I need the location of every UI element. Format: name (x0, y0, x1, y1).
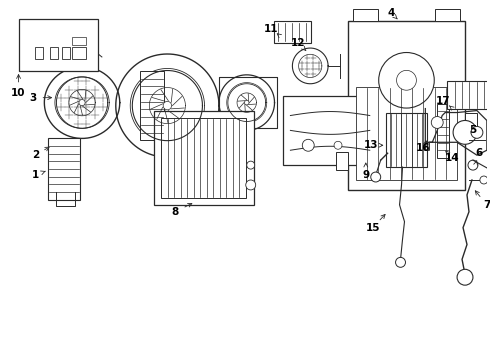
Bar (336, 152, 348, 170)
Circle shape (379, 53, 434, 108)
Circle shape (246, 180, 256, 190)
Circle shape (371, 172, 381, 182)
Bar (447, 81, 490, 109)
Text: 7: 7 (483, 200, 490, 210)
Circle shape (245, 100, 249, 105)
Text: 4: 4 (388, 8, 395, 18)
Bar (140, 71, 165, 140)
Circle shape (79, 99, 85, 106)
Text: 13: 13 (364, 140, 378, 150)
Bar (283, 96, 378, 165)
Circle shape (247, 161, 255, 169)
Bar (154, 111, 254, 205)
Circle shape (480, 176, 488, 184)
Text: 16: 16 (416, 143, 431, 153)
Bar (348, 21, 465, 190)
Text: 3: 3 (29, 93, 36, 103)
Circle shape (431, 117, 443, 129)
Text: 15: 15 (366, 222, 380, 233)
Circle shape (471, 126, 483, 138)
Bar (50, 47, 58, 59)
Text: 12: 12 (291, 38, 306, 48)
Text: 6: 6 (475, 148, 483, 158)
Circle shape (396, 70, 416, 90)
Bar (35, 47, 43, 59)
Bar (435, 9, 460, 21)
Bar (353, 9, 378, 21)
Bar (437, 104, 449, 158)
Text: 8: 8 (172, 207, 179, 217)
Bar (49, 138, 80, 200)
Circle shape (334, 141, 342, 149)
Circle shape (302, 139, 314, 151)
Circle shape (163, 102, 172, 110)
Bar (356, 87, 457, 180)
Text: 11: 11 (264, 24, 279, 34)
Circle shape (457, 269, 473, 285)
Circle shape (468, 160, 478, 170)
Text: 1: 1 (32, 170, 39, 180)
Bar (273, 21, 311, 43)
Circle shape (453, 121, 477, 144)
Bar (72, 47, 86, 59)
Bar (19, 19, 98, 71)
Bar (465, 113, 477, 130)
Bar (161, 118, 246, 198)
Text: 5: 5 (469, 125, 477, 135)
Circle shape (395, 257, 406, 267)
Bar (62, 47, 70, 59)
Text: 10: 10 (11, 88, 26, 98)
Text: 2: 2 (32, 150, 39, 160)
Text: 17: 17 (436, 96, 450, 105)
Text: 9: 9 (362, 170, 369, 180)
Text: 14: 14 (445, 153, 460, 163)
Bar (386, 113, 427, 167)
Bar (72, 37, 86, 45)
